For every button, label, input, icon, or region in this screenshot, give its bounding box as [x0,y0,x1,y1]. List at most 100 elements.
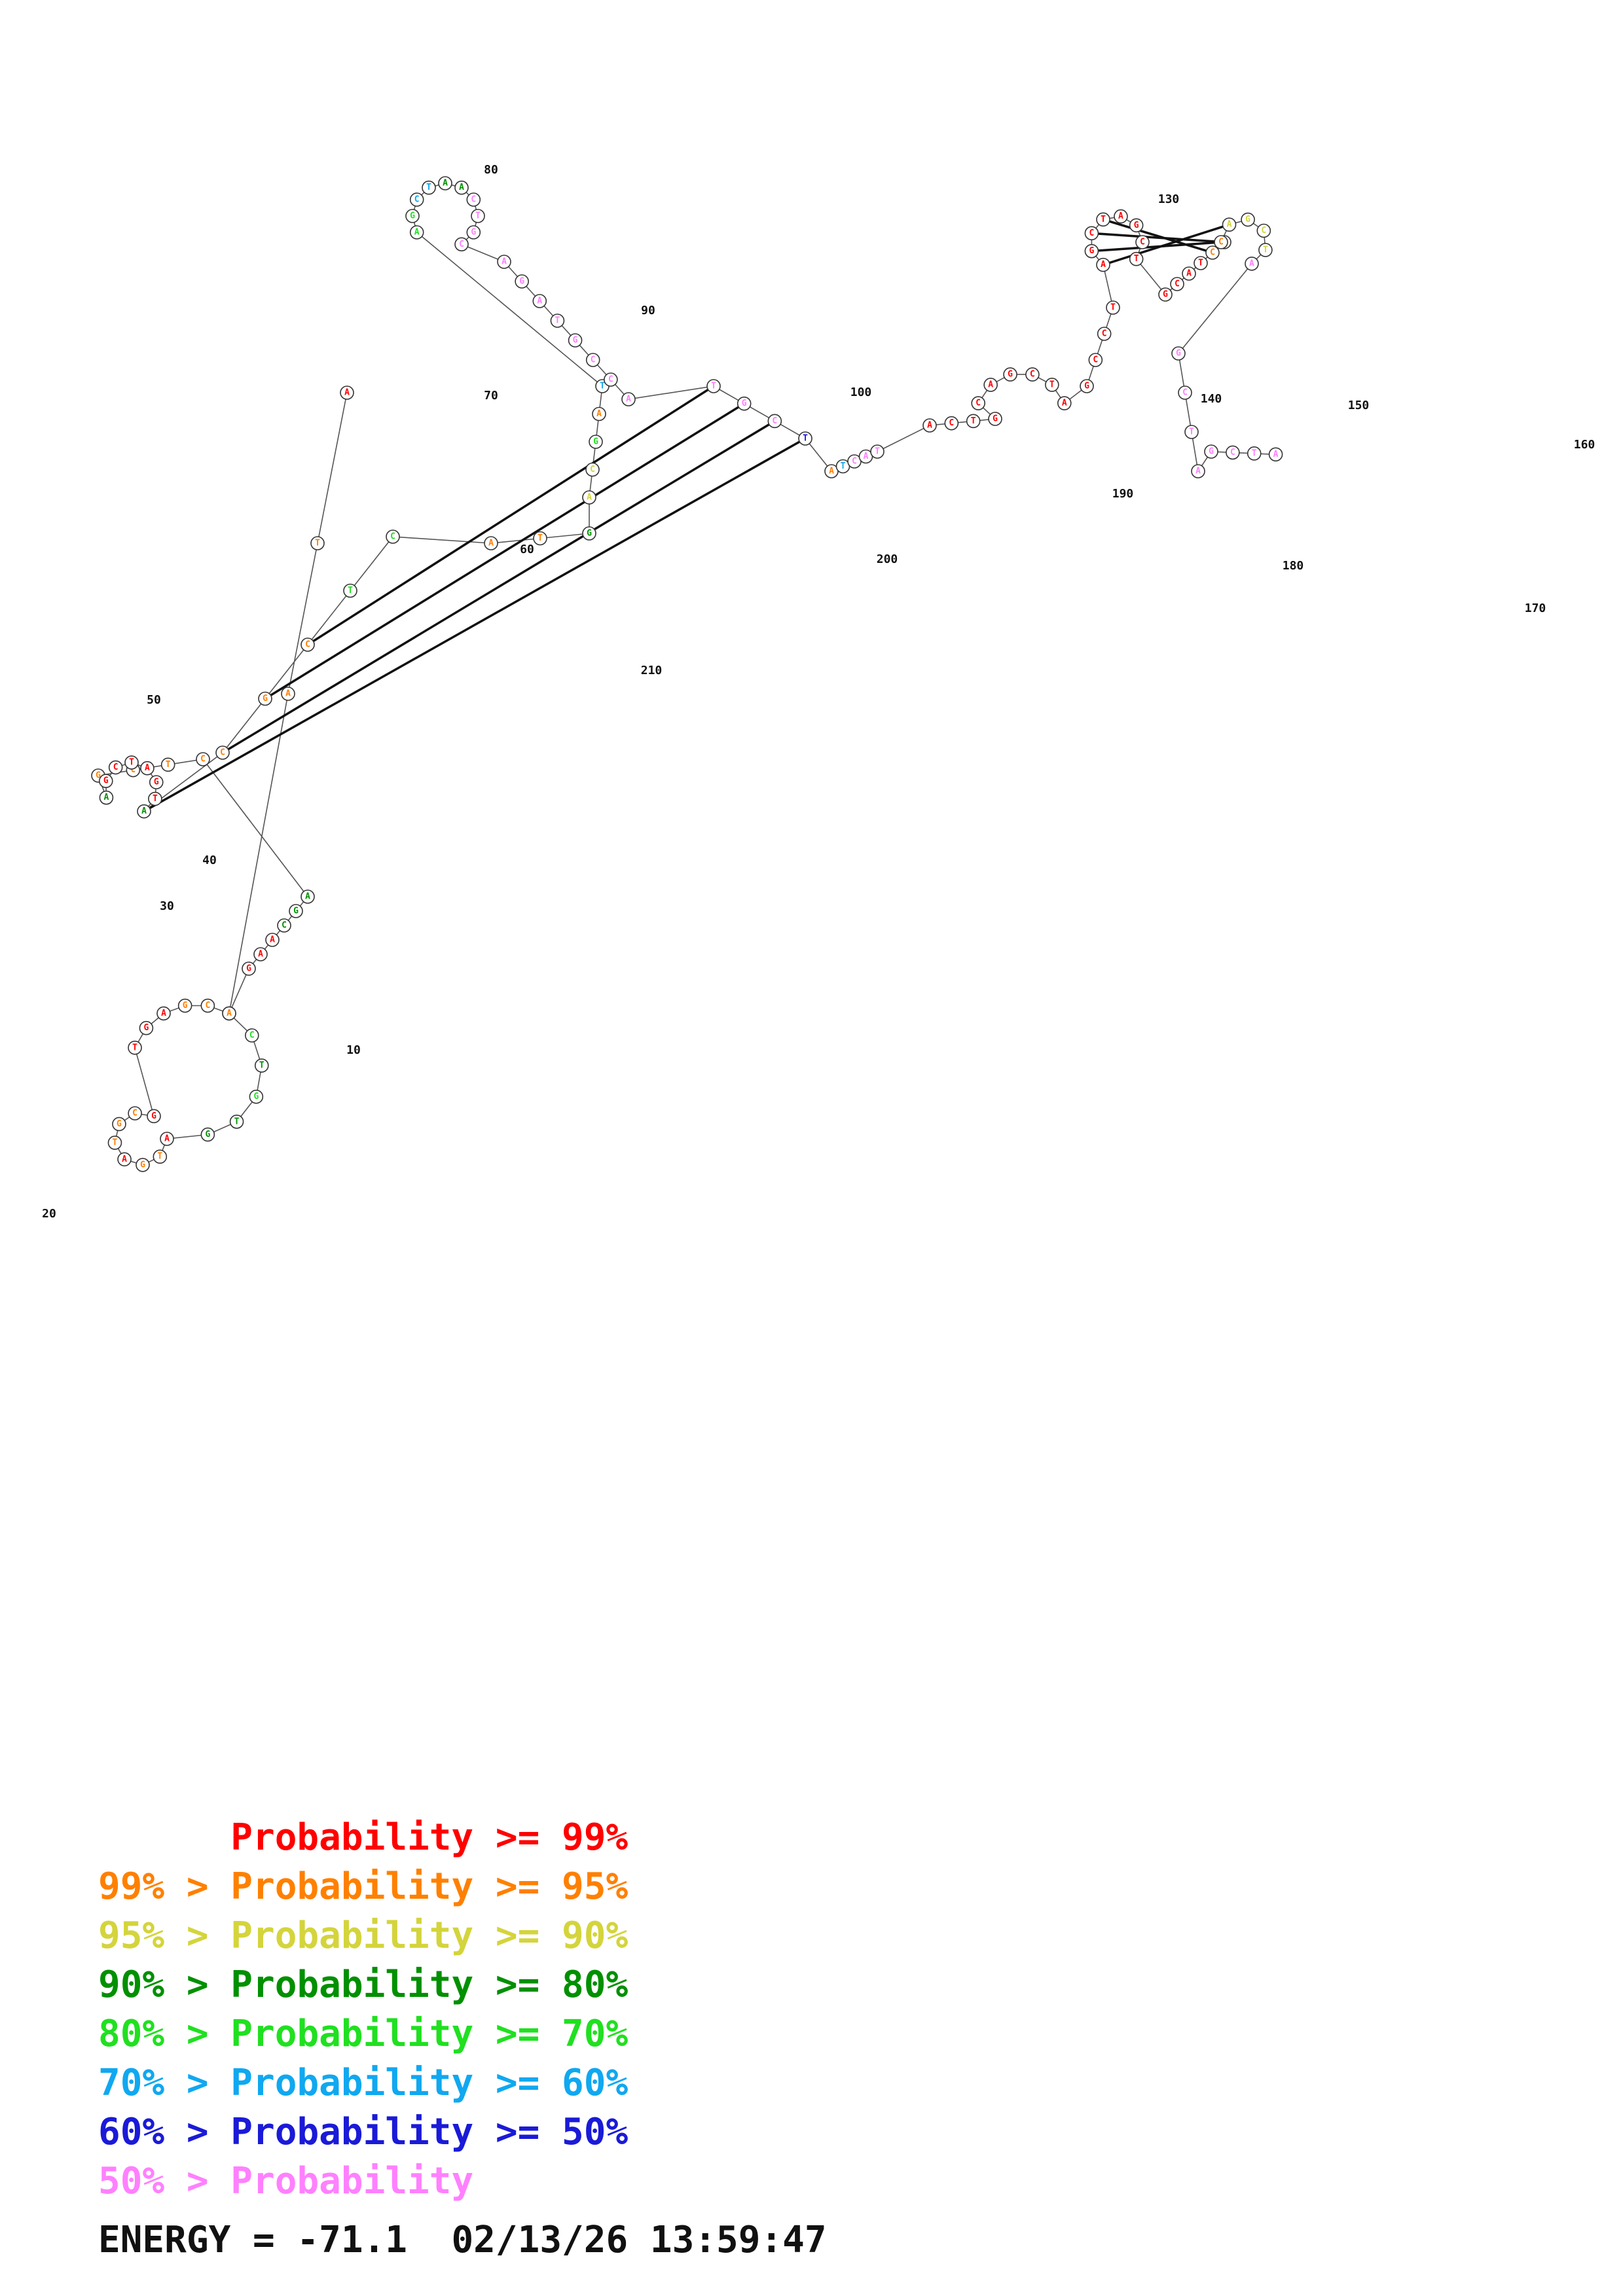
nucleotide: A [160,1132,174,1146]
nucleotide: A [99,790,114,805]
nucleotide-letter: A [122,1155,127,1164]
nucleotide-letter: T [132,1043,137,1052]
legend-row: 50% > Probability [98,2157,628,2206]
nucleotide-letter: G [519,277,524,287]
nucleotide-circle [153,1149,168,1164]
nucleotide-letter: T [348,586,353,596]
legend-row: 70% > Probability >= 60% [98,2058,628,2108]
nucleotide-circle [160,1132,174,1146]
nucleotide-circle [289,904,303,918]
nucleotide: G [98,774,113,789]
nucleotide-letter: G [103,776,109,786]
nucleotide: T [343,583,357,598]
nucleotide: A [253,947,268,961]
nucleotide-circle [254,1058,269,1073]
nucleotide-letter: A [1273,450,1279,459]
legend-prefix: 99% > [98,1865,231,1908]
nucleotide-letter: G [1163,290,1168,300]
nucleotide-letter: G [1245,215,1250,224]
nucleotide-letter: A [864,452,869,461]
nucleotide-letter: A [1101,260,1106,270]
nucleotide-circle [1191,464,1205,478]
nucleotide: C [277,918,291,933]
nucleotide-letter: G [1209,447,1214,457]
legend-text: Probability >= 80% [230,1964,629,2006]
rna-secondary-structure-diagram: 10 20 30 40 50 60 70 80 90 100 130 140 150 160 170 180 1… [42,163,1595,1221]
nucleotide-letter: G [205,1130,210,1139]
base-pair-line [1091,241,1222,253]
nucleotide-circle [592,406,606,422]
nucleotide-letter: C [1261,226,1266,236]
nucleotide: T [1129,251,1144,266]
nucleotide: A [438,176,452,190]
nucleotide-circle [466,192,481,207]
nucleotide-circle [265,933,280,947]
nucleotide-letter: A [537,296,542,306]
legend-text: Probability >= 99% [230,1816,629,1859]
nucleotide-letter: A [988,380,993,389]
nucleotide-circle [1247,446,1262,461]
nucleotide-circle [215,745,230,760]
nucleotide-circle [277,918,291,933]
nucleotide-letter: G [1176,349,1181,359]
nucleotide-circle [386,529,400,544]
nucleotide-letter: G [742,399,747,408]
nucleotide: A [1268,447,1283,462]
nucleotide-circle [582,526,596,541]
nucleotide: A [156,1006,171,1021]
nucleotide-circle [128,1106,142,1121]
nucleotide: C [1025,367,1040,382]
nucleotide-letter: T [1263,245,1268,255]
nucleotide-letter: G [1008,370,1013,380]
nucleotide-letter: A [344,388,350,398]
nucleotide-letter: G [263,694,268,704]
nucleotide-circle [1184,425,1199,439]
nucleotide-letter: C [132,1109,137,1119]
nucleotide-circle [1256,223,1271,238]
nucleotide: C [301,637,315,652]
nucleotide-letter: A [164,1134,170,1144]
nucleotide-circle [301,637,315,652]
nucleotide: G [149,775,164,789]
nucleotide-letter: C [205,1001,210,1011]
nucleotide-letter: A [1227,220,1232,230]
nucleotide-circle [798,431,812,446]
nucleotide-circle [343,583,357,598]
nucleotide: A [1057,396,1072,410]
nucleotide: A [222,1006,236,1021]
nucleotide-circle [1158,287,1173,302]
nucleotide-circle [1171,346,1186,361]
nucleotide: A [497,255,511,269]
nucleotide: T [310,536,325,550]
nucleotide-circle [229,1115,244,1129]
nucleotide-circle [405,209,420,223]
nucleotide-circle [222,1006,236,1021]
nucleotide: C [215,745,230,760]
nucleotide: C [585,353,600,367]
nucleotide: G [466,225,481,240]
nucleotide: T [550,314,565,328]
nucleotide-letter: G [1089,246,1094,256]
timestamp: 02/13/26 13:59:47 [451,2219,827,2261]
nucleotide: T [128,1040,142,1055]
base-pair-line [307,385,714,646]
nucleotide-letter: C [414,195,420,205]
nucleotide-circle [117,1152,132,1167]
nucleotide-circle [585,462,600,477]
position-label: 140 [1201,392,1222,406]
nucleotide-letter: C [1175,279,1180,289]
legend-row: Probability >= 99% [98,1813,628,1862]
nucleotide: A [592,406,606,422]
nucleotide-letter: A [227,1009,232,1018]
nucleotide-circle [112,1117,126,1132]
nucleotide: G [242,961,256,976]
position-label: 90 [641,304,655,317]
nucleotide: T [1258,243,1273,257]
nucleotide: C [466,192,481,207]
nucleotide: C [1170,277,1184,291]
nucleotide-letter: T [315,539,320,548]
nucleotide: A [409,225,424,240]
nucleotide-circle [454,237,469,252]
nucleotide-letter: A [1062,399,1067,408]
nucleotide-letter: G [587,529,592,539]
